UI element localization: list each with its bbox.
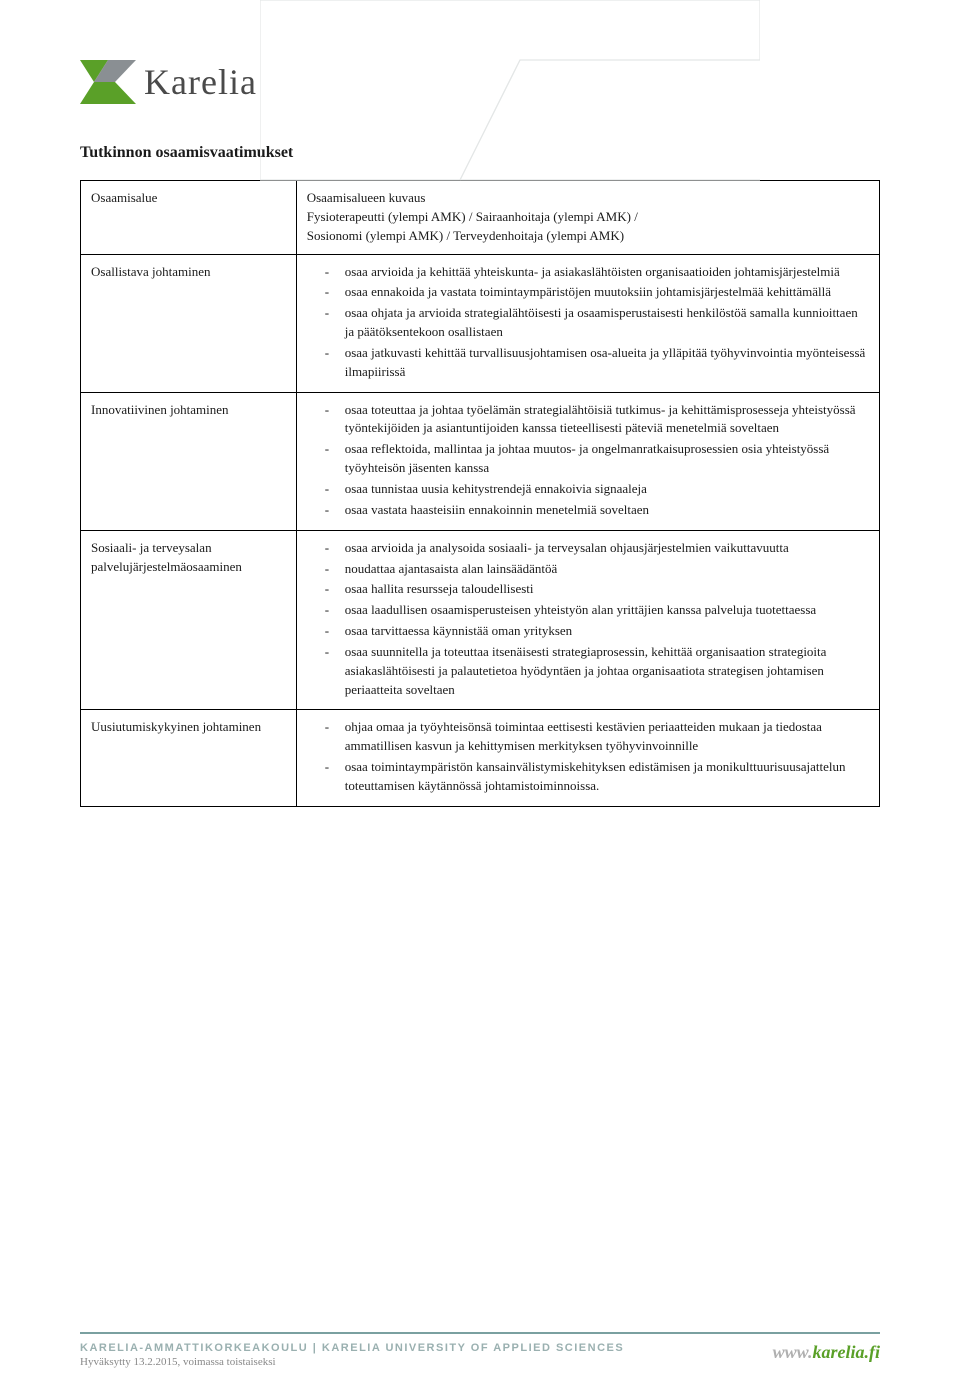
bullet-item: osaa jatkuvasti kehittää turvallisuusjoh… [307,344,869,382]
row-right: osaa arvioida ja analysoida sosiaali- ja… [296,530,879,710]
logo: Karelia [80,60,880,104]
bullet-item: osaa arvioida ja analysoida sosiaali- ja… [307,539,869,558]
competence-table: Osaamisalue Osaamisalueen kuvaus Fysiote… [80,180,880,807]
bullet-item: osaa reflektoida, mallintaa ja johtaa mu… [307,440,869,478]
row-left: Sosiaali- ja terveysalan palvelujärjeste… [81,530,297,710]
bullet-item: osaa toteuttaa ja johtaa työelämän strat… [307,401,869,439]
logo-mark-icon [80,60,136,104]
row-left: Innovatiivinen johtaminen [81,392,297,530]
bullet-item: osaa suunnitella ja toteuttaa itsenäises… [307,643,869,700]
bullet-list: osaa arvioida ja kehittää yhteiskunta- j… [307,263,869,382]
document-page: Karelia Tutkinnon osaamisvaatimukset Osa… [0,0,960,1398]
bullet-item: osaa ohjata ja arvioida strategialähtöis… [307,304,869,342]
table-row: Uusiutumiskykyinen johtaminen ohjaa omaa… [81,710,880,806]
bullet-list: osaa toteuttaa ja johtaa työelämän strat… [307,401,869,520]
bullet-item: ohjaa omaa ja työyhteisönsä toimintaa ee… [307,718,869,756]
bullet-item: osaa laadullisen osaamisperusteisen yhte… [307,601,869,620]
footer-url-prefix: www. [773,1342,813,1362]
footer-org: KARELIA-AMMATTIKORKEAKOULU | KARELIA UNI… [80,1342,624,1354]
section-title: Tutkinnon osaamisvaatimukset [80,144,880,162]
logo-text: Karelia [144,61,257,103]
table-row: Osallistava johtaminen osaa arvioida ja … [81,254,880,392]
bullet-list: ohjaa omaa ja työyhteisönsä toimintaa ee… [307,718,869,795]
page-footer: KARELIA-AMMATTIKORKEAKOULU | KARELIA UNI… [80,1332,880,1368]
bullet-item: osaa vastata haasteisiin ennakoinnin men… [307,501,869,520]
row-left: Osallistava johtaminen [81,254,297,392]
row-left: Uusiutumiskykyinen johtaminen [81,710,297,806]
header-right-line: Sosionomi (ylempi AMK) / Terveydenhoitaj… [307,227,869,246]
bullet-item: noudattaa ajantasaista alan lainsäädäntö… [307,560,869,579]
table-row: Sosiaali- ja terveysalan palvelujärjeste… [81,530,880,710]
row-right: ohjaa omaa ja työyhteisönsä toimintaa ee… [296,710,879,806]
row-right: osaa arvioida ja kehittää yhteiskunta- j… [296,254,879,392]
footer-url-main: karelia.fi [813,1342,881,1362]
bullet-list: osaa arvioida ja analysoida sosiaali- ja… [307,539,869,700]
bullet-item: osaa ennakoida ja vastata toimintaympäri… [307,283,869,302]
bullet-item: osaa tarvittaessa käynnistää oman yrityk… [307,622,869,641]
header-right-line: Fysioterapeutti (ylempi AMK) / Sairaanho… [307,208,869,227]
bullet-item: osaa tunnistaa uusia kehitystrendejä enn… [307,480,869,499]
header-right: Osaamisalueen kuvaus Fysioterapeutti (yl… [296,181,879,255]
footer-approval: Hyväksytty 13.2.2015, voimassa toistaise… [80,1356,624,1368]
table-header-row: Osaamisalue Osaamisalueen kuvaus Fysiote… [81,181,880,255]
footer-left: KARELIA-AMMATTIKORKEAKOULU | KARELIA UNI… [80,1342,624,1368]
row-right: osaa toteuttaa ja johtaa työelämän strat… [296,392,879,530]
bullet-item: osaa arvioida ja kehittää yhteiskunta- j… [307,263,869,282]
header-left: Osaamisalue [81,181,297,255]
bullet-item: osaa toimintaympäristön kansainvälistymi… [307,758,869,796]
table-row: Innovatiivinen johtaminen osaa toteuttaa… [81,392,880,530]
bullet-item: osaa hallita resursseja taloudellisesti [307,580,869,599]
footer-url: www.karelia.fi [773,1342,880,1363]
header-right-line: Osaamisalueen kuvaus [307,189,869,208]
